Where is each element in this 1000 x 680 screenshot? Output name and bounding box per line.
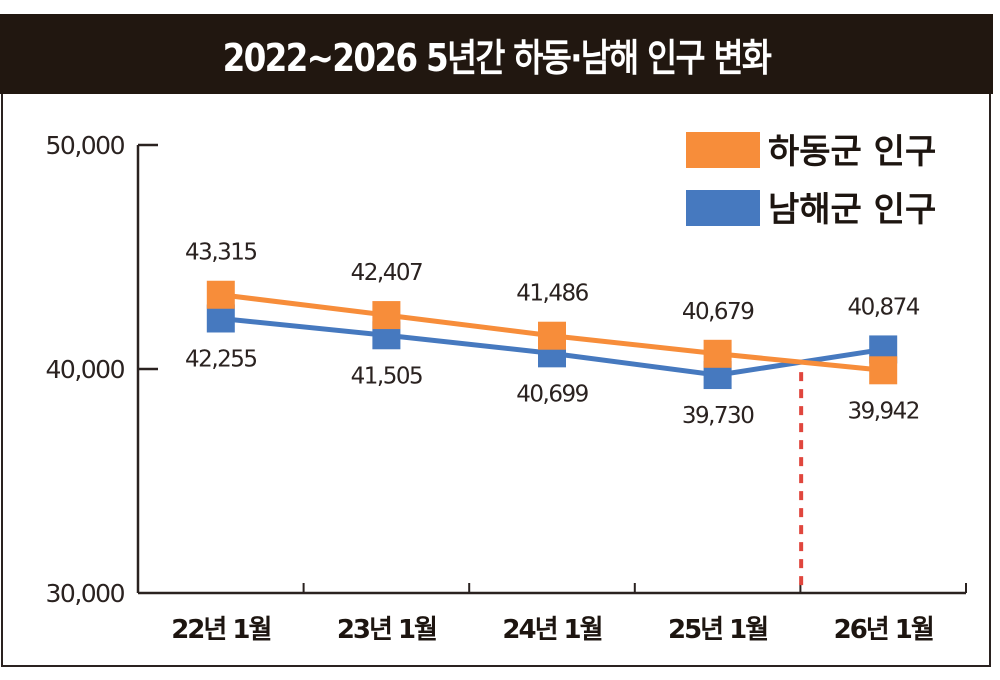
x-tick-label: 23년 1월 [337,615,436,645]
data-point-marker [538,321,566,350]
data-label: 41,505 [351,363,422,389]
legend-label: 하동군 인구 [768,132,936,172]
data-label: 42,407 [351,260,422,286]
data-point-marker [703,339,732,368]
data-label: 39,942 [847,398,918,424]
x-tick-label: 25년 1월 [668,615,767,645]
data-label: 40,874 [847,294,919,320]
axes: 50,000 40,000 30,000 22년 1월 23년 1월 24년 1월 25년 … [46,131,967,645]
data-label: 40,699 [516,381,588,407]
data-point-marker [372,301,401,330]
x-tick-label: 22년 1월 [171,615,270,645]
x-tick-label: 24년 1월 [502,615,601,645]
data-label: 42,255 [185,346,256,372]
chart-title: 2022~2026 5년간 하동·남해 인구 변화 [222,35,772,80]
y-tick-label: 30,000 [46,579,125,608]
chart-frame [1,14,991,667]
data-label: 40,679 [682,299,754,325]
series-markers [206,280,898,390]
legend-swatch [686,190,760,226]
data-point-marker [206,280,235,309]
data-point-marker [206,304,235,333]
data-labels: 43,315 42,407 41,486 40,679 39,942 42,255 41,5… [185,240,921,429]
data-point-marker [869,356,898,385]
x-tick-label: 26년 1월 [834,615,933,645]
title-bar: 2022~2026 5년간 하동·남해 인구 변화 [0,14,993,94]
data-label: 39,730 [682,403,754,429]
data-label: 43,315 [185,240,256,266]
legend-label: 남해군 인구 [768,190,936,230]
y-tick-label: 50,000 [46,131,125,160]
y-tick-label: 40,000 [46,355,125,384]
legend-swatch [686,132,760,168]
data-label: 41,486 [516,281,588,307]
